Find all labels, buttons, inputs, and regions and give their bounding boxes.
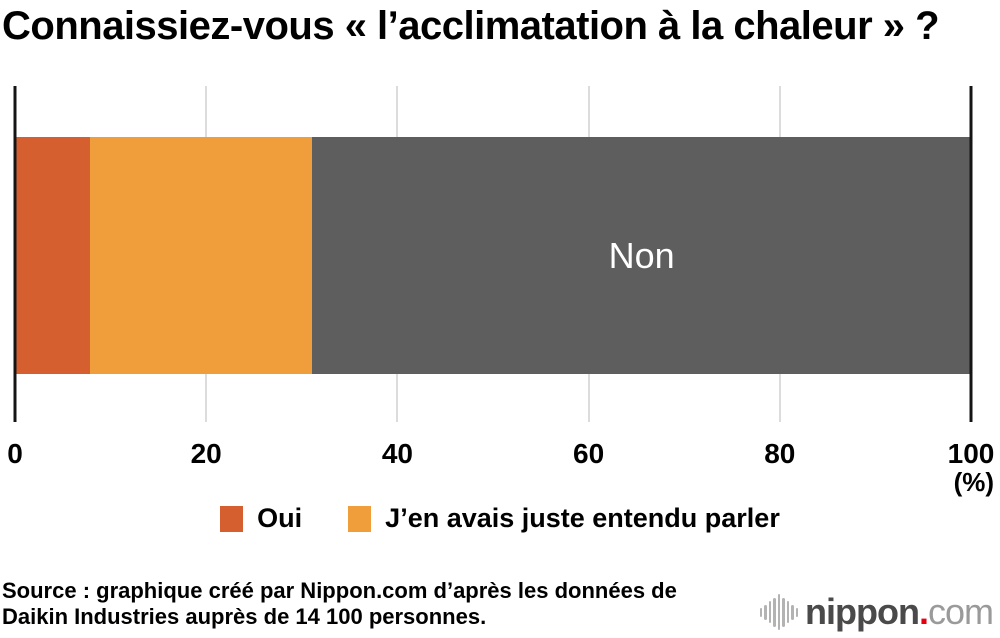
source-line-2: Daikin Industries auprès de 14 100 perso… [2, 604, 487, 629]
stacked-bar: Non [15, 137, 971, 374]
axis-boundary-line [13, 86, 17, 422]
legend-item-jen-avais-juste-entendu-parler: J’en avais juste entendu parler [348, 503, 780, 534]
legend-swatch-jen-avais-juste-entendu-parler [348, 505, 372, 532]
plot-area: Non [13, 86, 973, 422]
logo-red-dot: . [918, 591, 929, 632]
bar-segment-jen-avais-juste-entendu-parler [89, 137, 313, 374]
soundwave-icon [759, 593, 799, 631]
source-line-1: Source : graphique créé par Nippon.com d… [2, 578, 677, 603]
x-tick-label-60: 60 [573, 438, 605, 469]
x-tick-label-80: 80 [764, 438, 796, 469]
x-axis: 0 20 40 60 80 100 [7, 438, 994, 469]
x-tick-label-0: 0 [7, 438, 23, 469]
legend-label-jen-avais-juste-entendu-parler: J’en avais juste entendu parler [385, 503, 780, 533]
x-tick-label-40: 40 [381, 438, 413, 469]
x-tick-label-20: 20 [190, 438, 222, 469]
legend-swatch-oui [220, 505, 244, 532]
logo-word-com: com [927, 591, 994, 632]
legend: Oui J’en avais juste entendu parler [0, 503, 1000, 534]
nippon-logo: nippon.com [759, 591, 994, 633]
legend-label-oui: Oui [257, 503, 303, 533]
nippon-logo-text: nippon.com [805, 591, 994, 633]
axis-boundary-line [969, 86, 973, 422]
source-note: Source : graphique créé par Nippon.com d… [2, 578, 677, 630]
bar-segment-label-non: Non [608, 234, 675, 276]
legend-item-oui: Oui [220, 503, 302, 534]
bar-segment-oui [15, 137, 90, 374]
chart-title: Connaissiez-vous « l’acclimatation à la … [2, 4, 940, 48]
x-axis-unit-label: (%) [953, 467, 994, 497]
bar-segment-non: Non [312, 137, 971, 374]
logo-word-nippon: nippon [805, 591, 920, 632]
x-tick-label-100: 100 [947, 438, 995, 469]
